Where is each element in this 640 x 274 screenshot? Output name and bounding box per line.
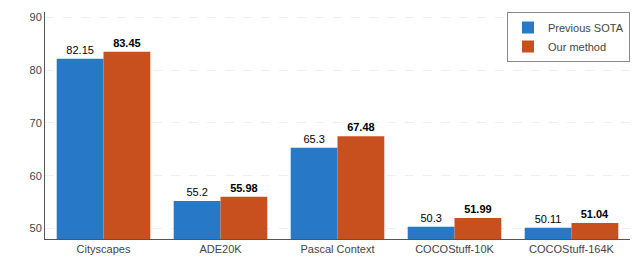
svg-text:51.99: 51.99 <box>464 203 492 215</box>
svg-text:90: 90 <box>30 11 42 23</box>
svg-text:Pascal Context: Pascal Context <box>301 243 375 255</box>
svg-text:67.48: 67.48 <box>347 121 375 133</box>
svg-text:51.04: 51.04 <box>581 208 609 220</box>
svg-text:82.15: 82.15 <box>66 44 94 56</box>
svg-text:ADE20K: ADE20K <box>199 243 242 255</box>
svg-text:COCOStuff-10K: COCOStuff-10K <box>415 243 494 255</box>
svg-text:Previous SOTA: Previous SOTA <box>548 22 624 34</box>
svg-text:83.45: 83.45 <box>113 37 141 49</box>
svg-text:60: 60 <box>30 170 42 182</box>
svg-text:50.3: 50.3 <box>420 212 441 224</box>
svg-text:65.3: 65.3 <box>303 133 324 145</box>
svg-text:COCOStuff-164K: COCOStuff-164K <box>529 243 614 255</box>
svg-text:50: 50 <box>30 222 42 234</box>
svg-text:80: 80 <box>30 64 42 76</box>
svg-text:55.2: 55.2 <box>186 186 207 198</box>
svg-text:70: 70 <box>30 117 42 129</box>
svg-text:50.11: 50.11 <box>535 213 562 225</box>
svg-text:Cityscapes: Cityscapes <box>77 243 131 255</box>
svg-text:Our method: Our method <box>548 41 606 53</box>
svg-text:55.98: 55.98 <box>230 182 258 194</box>
